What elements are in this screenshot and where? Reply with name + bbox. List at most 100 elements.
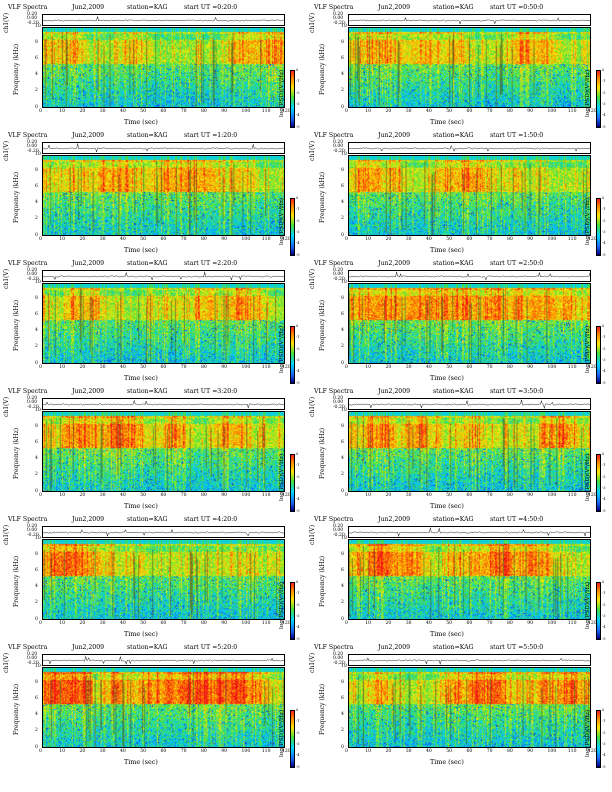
time-tick-label: 10	[365, 493, 372, 498]
time-tick-label: 30	[99, 237, 106, 242]
time-tick-label: 70	[486, 493, 493, 498]
time-tick-label: 20	[385, 621, 392, 626]
time-tick-label: 120	[588, 621, 597, 626]
time-tick-label: 60	[160, 237, 167, 242]
time-tick-label: 40	[426, 621, 432, 626]
panel-title: VLF Spectra	[8, 516, 48, 523]
colorbar	[596, 454, 601, 512]
frequency-axis-label: Frequency (kHz)	[13, 299, 20, 351]
spectrogram-canvas	[349, 412, 590, 491]
trace-line-5	[349, 271, 590, 281]
waveform-trace	[348, 526, 591, 538]
panel-title: VLF Spectra	[8, 132, 48, 139]
panel-date: Jun2,2009	[72, 644, 105, 651]
colorbar-label: log(PSD)(V²/Hz)	[279, 453, 285, 501]
panel-title: VLF Spectra	[8, 644, 48, 651]
colorbar-tick-label: 0	[602, 452, 605, 456]
frequency-tick-label: 8	[341, 679, 344, 685]
frequency-tick-label: 2	[35, 88, 38, 94]
frequency-tick-label: 2	[341, 88, 344, 94]
colorbar	[596, 70, 601, 128]
panel-station: station=KAG	[127, 644, 168, 651]
time-tick-label: 120	[282, 621, 291, 626]
trace-line-9	[349, 527, 590, 537]
time-tick-label: 0	[39, 621, 42, 626]
trace-tick-label: 0.00	[333, 144, 344, 150]
time-tick-label: 50	[446, 109, 453, 114]
trace-line-2	[43, 143, 284, 152]
colorbar	[290, 582, 295, 640]
colorbar-tick-label: 0	[602, 708, 605, 712]
frequency-tick-label: 8	[35, 551, 38, 557]
frequency-tick-label: 10	[35, 663, 41, 669]
trace-tick-label: 0.20	[333, 268, 344, 273]
trace-line-7	[349, 399, 590, 409]
spectrogram	[348, 411, 591, 492]
frequency-tick-label: 4	[341, 328, 344, 334]
frequency-tick-label: 8	[35, 679, 38, 685]
panel-date: Jun2,2009	[72, 260, 105, 267]
frequency-tick-label: 2	[35, 728, 38, 734]
time-tick-label: 70	[180, 749, 187, 754]
spectrogram	[42, 411, 285, 492]
spectrogram-canvas	[43, 412, 284, 491]
panel-date: Jun2,2009	[378, 388, 411, 395]
spectrogram	[348, 155, 591, 236]
trace-tick-label: 0.00	[333, 16, 344, 22]
colorbar-tick-label: -3	[602, 741, 606, 746]
trace-tick-label: 0.00	[333, 528, 344, 534]
waveform-trace	[42, 654, 285, 666]
spectra-panel-2: VLF Spectra Jun2,2009 station=KAG start UT …	[3, 131, 304, 259]
time-axis-label: Time (sec)	[430, 374, 464, 382]
colorbar-label: log(PSD)(V²/Hz)	[585, 581, 591, 629]
time-axis-label: Time (sec)	[124, 502, 158, 510]
time-tick-label: 120	[282, 365, 291, 370]
trace-tick-label: 0.00	[333, 400, 344, 406]
trace-tick-label: -0.20	[333, 20, 345, 26]
panel-station: station=KAG	[433, 132, 474, 139]
spectrogram-canvas	[43, 668, 284, 747]
waveform-svg	[43, 656, 284, 665]
time-tick-label: 40	[426, 493, 432, 498]
colorbar-tick-label: -3	[296, 485, 300, 490]
time-tick-label: 110	[567, 109, 577, 114]
time-tick-label: 60	[466, 493, 473, 498]
time-tick-label: 70	[180, 109, 187, 114]
time-axis-label: Time (sec)	[124, 118, 158, 126]
colorbar-tick-label: -3	[602, 357, 606, 362]
trace-tick-label: -0.20	[27, 148, 39, 154]
time-tick-label: 50	[446, 749, 453, 754]
panel-start-time: start UT =0:50:0	[490, 4, 544, 11]
trace-tick-label: 0.00	[333, 272, 344, 278]
frequency-tick-label: 10	[35, 23, 41, 29]
trace-tick-label: -0.20	[27, 404, 39, 410]
frequency-tick-label: 10	[341, 663, 347, 669]
colorbar-tick-label: 0	[602, 324, 605, 328]
spectrogram	[348, 283, 591, 364]
time-tick-label: 120	[282, 749, 291, 754]
panel-station: station=KAG	[433, 516, 474, 523]
frequency-axis-label: Frequency (kHz)	[13, 555, 20, 607]
frequency-tick-label: 10	[35, 407, 41, 413]
waveform-svg	[349, 271, 590, 281]
frequency-tick-label: 6	[35, 695, 38, 701]
time-tick-label: 100	[241, 109, 251, 114]
panel-start-time: start UT =1:20:0	[184, 132, 238, 139]
time-tick-label: 10	[365, 749, 372, 754]
colorbar-tick-label: -1	[296, 79, 300, 84]
frequency-tick-label: 8	[341, 423, 344, 429]
frequency-tick-label: 6	[35, 55, 38, 61]
frequency-tick-label: 4	[35, 72, 38, 78]
time-tick-label: 80	[201, 237, 207, 242]
colorbar-tick-label: -1	[602, 591, 606, 596]
colorbar-tick-label: -2	[296, 602, 300, 607]
waveform-svg	[349, 399, 590, 409]
colorbar-tick-label: -1	[602, 79, 606, 84]
time-tick-label: 10	[365, 109, 372, 114]
colorbar-tick-label: -1	[602, 719, 606, 724]
frequency-tick-label: 4	[35, 712, 38, 718]
colorbar-tick-label: -5	[296, 636, 300, 641]
frequency-tick-label: 6	[341, 439, 344, 445]
time-axis-label: Time (sec)	[430, 758, 464, 766]
trace-line-3	[349, 144, 590, 152]
